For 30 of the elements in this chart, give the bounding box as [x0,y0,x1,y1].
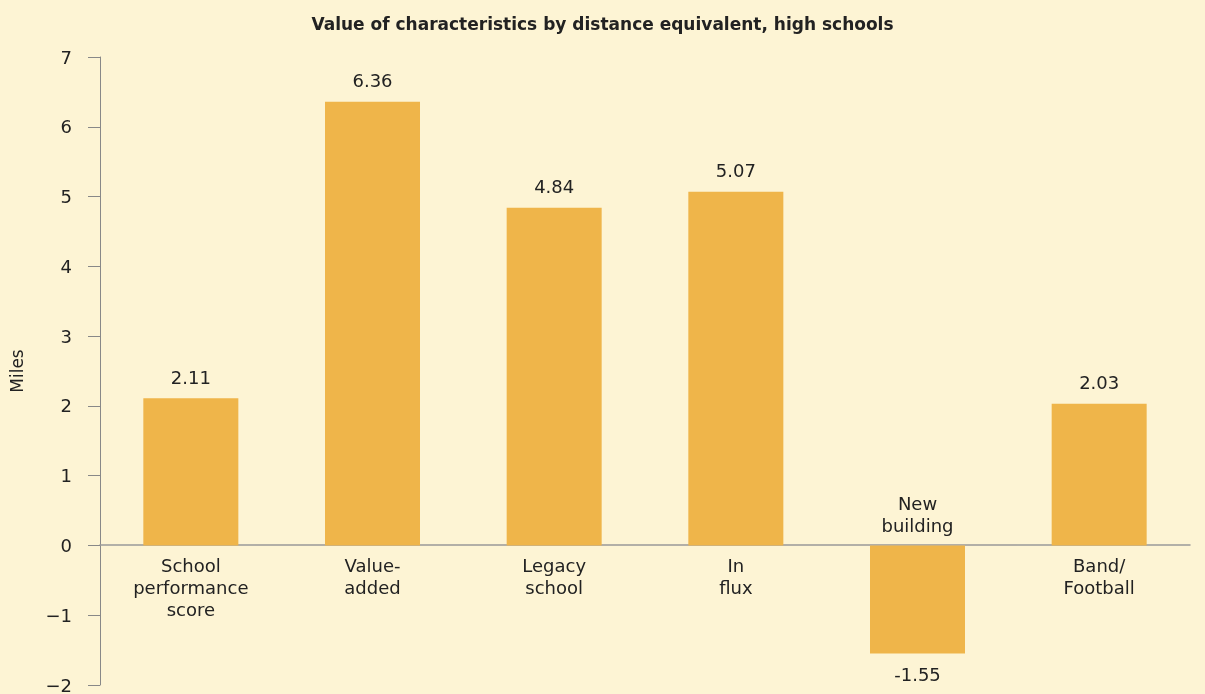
y-tick-label: 4 [60,255,72,277]
y-tick-label: 0 [60,534,72,556]
data-label: 2.03 [1079,372,1120,394]
bar [688,191,784,546]
chart-title: Value of characteristics by distance equivalent, high schools [311,13,894,34]
x-tick-label: Value-added [344,555,401,599]
data-label: 5.07 [715,160,756,182]
bar [143,398,239,546]
bar [506,207,602,546]
bar [870,545,965,654]
bar [1051,403,1147,546]
y-tick-label: 6 [60,116,72,138]
y-axis-title: Miles [6,349,27,393]
y-tick-label: 1 [60,465,72,487]
y-tick-label: −1 [45,604,72,626]
x-tick-label: Band/Football [1063,555,1135,599]
data-label: -1.55 [894,664,941,686]
bar [325,101,420,546]
x-tick-label: Legacy school [522,555,587,599]
data-label: 6.36 [352,70,393,92]
x-tick-label: New building [881,493,954,537]
x-tick-label: In flux [719,555,753,599]
y-tick-label: 7 [60,46,72,68]
data-label: 2.11 [170,366,211,388]
y-tick-label: −2 [45,674,72,694]
y-tick-label: 5 [60,186,72,208]
y-tick-label: 3 [60,325,72,347]
y-tick-label: 2 [60,395,72,417]
x-tick-label: School performance score [133,555,249,621]
data-label: 4.84 [534,176,575,198]
